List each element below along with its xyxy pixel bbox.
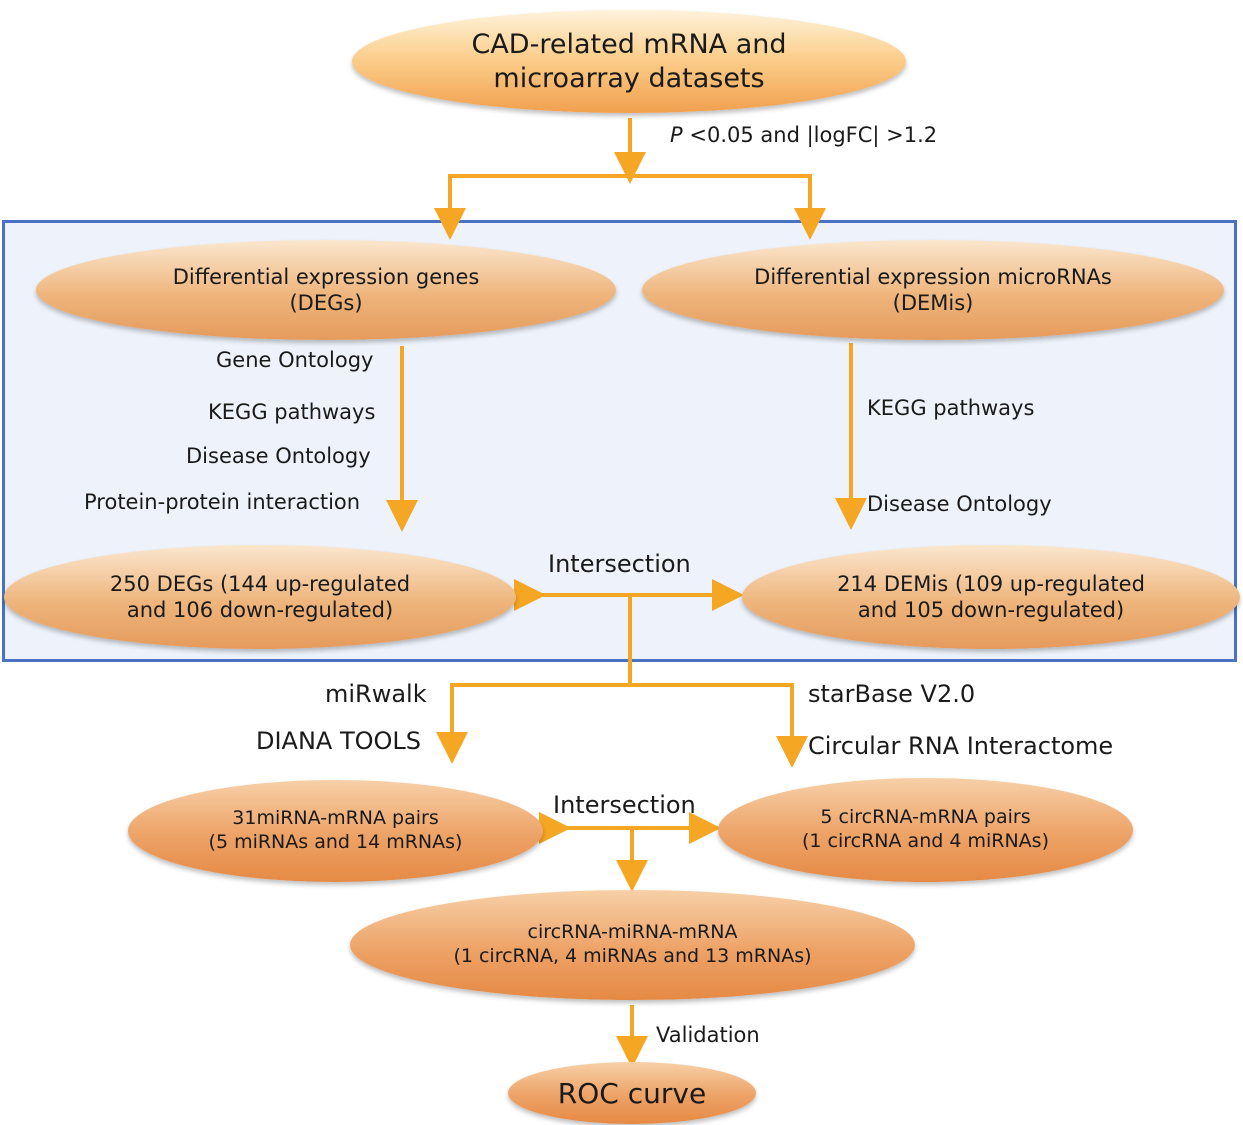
node-demis-count-line2: and 105 down-regulated) <box>857 598 1125 622</box>
node-cad-datasets-line1: CAD-related mRNA and <box>471 28 787 60</box>
label-diana-tools: DIANA TOOLS <box>256 727 422 755</box>
node-circrna-mrna: 5 circRNA-mRNA pairs (1 circRNA and 4 mi… <box>718 778 1133 882</box>
node-demis-count-line1: 214 DEMis (109 up-regulated <box>837 571 1145 596</box>
node-mirna-mrna-line2: (5 miRNAs and 14 mRNAs) <box>208 831 463 853</box>
node-degs-line2: (DEGs) <box>289 291 363 315</box>
branch-middle <box>450 683 794 752</box>
label-kegg-left: KEGG pathways <box>208 400 376 424</box>
label-gene-ontology: Gene Ontology <box>216 348 374 372</box>
node-demis: Differential expression microRNAs (DEMis… <box>642 240 1224 340</box>
node-roc-curve-line1: ROC curve <box>557 1076 707 1110</box>
label-intersection-2: Intersection <box>553 791 696 819</box>
label-filter-p: P <box>670 123 683 147</box>
node-degs-line1: Differential expression genes <box>172 264 480 289</box>
label-disease-ontology-right: Disease Ontology <box>867 492 1052 516</box>
node-network-line2: (1 circRNA, 4 miRNAs and 13 mRNAs) <box>453 945 812 967</box>
node-cad-datasets: CAD-related mRNA and microarray datasets <box>352 10 906 113</box>
node-cad-datasets-line2: microarray datasets <box>493 62 765 94</box>
node-degs: Differential expression genes (DEGs) <box>36 240 616 340</box>
label-validation: Validation <box>656 1023 760 1047</box>
label-circular-rna-interactome: Circular RNA Interactome <box>808 732 1114 760</box>
label-intersection-1: Intersection <box>548 550 691 578</box>
label-filter: P <0.05 and |logFC| >1.2 <box>670 125 937 146</box>
node-circrna-mrna-line1: 5 circRNA-mRNA pairs <box>820 806 1031 829</box>
label-kegg-right: KEGG pathways <box>867 396 1035 420</box>
node-mirna-mrna-line1: 31miRNA-mRNA pairs <box>232 807 439 830</box>
node-demis-count: 214 DEMis (109 up-regulated and 105 down… <box>742 545 1240 649</box>
node-mirna-mrna: 31miRNA-mRNA pairs (5 miRNAs and 14 mRNA… <box>128 780 543 882</box>
node-demis-line2: (DEMis) <box>892 291 974 315</box>
node-circrna-mrna-line2: (1 circRNA and 4 miRNAs) <box>802 830 1049 852</box>
branch-top <box>448 174 812 226</box>
node-degs-count: 250 DEGs (144 up-regulated and 106 down-… <box>4 545 516 649</box>
node-demis-line1: Differential expression microRNAs <box>754 264 1112 289</box>
node-roc-curve: ROC curve <box>508 1062 756 1124</box>
node-network-line1: circRNA-miRNA-mRNA <box>527 921 738 944</box>
node-degs-count-line2: and 106 down-regulated) <box>126 598 394 622</box>
node-network: circRNA-miRNA-mRNA (1 circRNA, 4 miRNAs … <box>350 890 915 1000</box>
label-disease-ontology-left: Disease Ontology <box>186 444 371 468</box>
node-degs-count-line1: 250 DEGs (144 up-regulated <box>109 571 411 596</box>
label-mirwalk: miRwalk <box>325 680 427 708</box>
label-filter-rest: <0.05 and |logFC| >1.2 <box>689 123 938 147</box>
label-ppi: Protein-protein interaction <box>84 490 361 514</box>
label-starbase: starBase V2.0 <box>808 680 976 708</box>
